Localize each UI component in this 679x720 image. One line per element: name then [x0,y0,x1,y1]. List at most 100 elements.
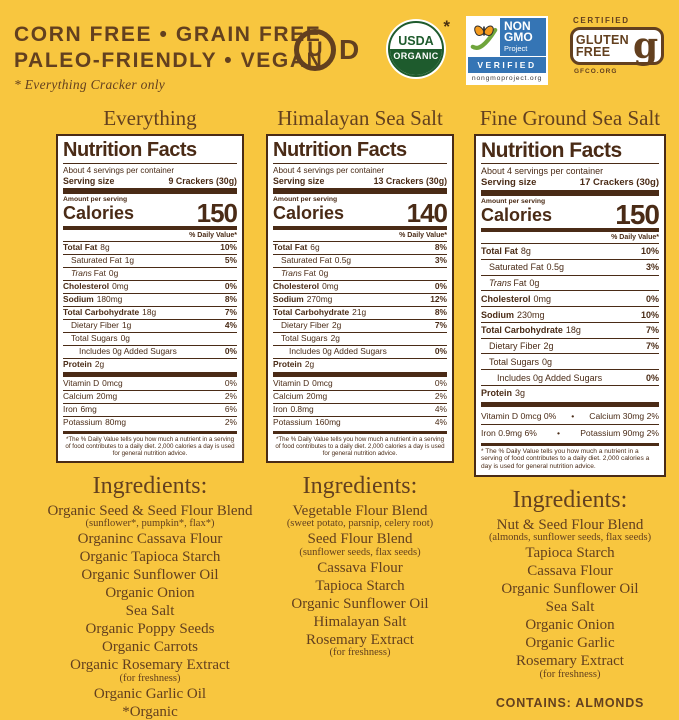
divider-thick [273,371,447,377]
nutrition-facts-panel: Nutrition Facts About 4 servings per con… [56,134,244,463]
non-label: NON [504,19,531,33]
amount-per-serving-label: Amount per serving [481,198,546,205]
ingredients-list: Vegetable Flour Blend (sweet potato, par… [254,503,466,659]
ingredient-item: Organic Onion [105,585,195,602]
nutrition-row: Total Sugars 0g [481,353,659,369]
divider-medium [63,226,237,230]
divider-thick [63,371,237,377]
nutrition-facts-panel: Nutrition Facts About 4 servings per con… [474,134,666,477]
vitamin-row: Potassium 80mg 2% [63,415,237,427]
ingredient-item: Vegetable Flour Blend (sweet potato, par… [286,502,434,530]
kosher-u-icon: U [294,29,336,71]
gluten-free-box: GLUTEN FREE g [570,27,664,65]
calories-label: Calories [273,203,345,223]
nutrition-row: Includes 0g Added Sugars 0% [273,344,447,358]
kosher-ou-d-badge: U D [294,29,359,71]
nutrition-row: Protein 3g [481,385,659,401]
vitamin-rows: Vitamin D 0mcg 0% Calcium 20mg 2% Iron 6mg … [63,378,237,429]
nutrient-rows: Total Fat 8g 10% Saturated Fat 0.5g 3% Tra… [481,244,659,401]
daily-value-header: % Daily Value* [273,230,447,242]
vitamin-row: Calcium 20mg 2% [63,389,237,401]
certified-gluten-free-badge: CERTIFIED GLUTEN FREE g GFCO.ORG [570,16,664,75]
divider-thick [273,188,447,194]
nutrition-row: Total Fat 8g 10% [481,246,659,257]
servings-per-container: About 4 servings per container [481,166,604,176]
vitamin-row: Iron 6mg 6% [63,402,237,414]
gluten-free-wordmark: GLUTEN FREE [575,32,630,59]
usda-seal-icon: USDA ORGANIC [388,21,444,77]
daily-value-footnote: *The % Daily Value tells you how much a … [275,435,445,457]
ingredient-item: Organic Rosemary Extract (for freshness) [70,657,230,684]
serving-size-row: Serving size 9 Crackers (30g) [63,176,237,186]
nutrition-row: Cholesterol 0mg 0% [273,279,447,292]
verified-banner: VERIFIED [468,57,546,73]
nutrition-row: Sodium 270mg 12% [273,292,447,305]
nutrition-row: Sodium 180mg 8% [63,292,237,305]
calories-value: 140 [406,198,448,228]
claim-line-2: PALEO-FRIENDLY • VEGAN [14,49,324,72]
calories-value: 150 [615,199,660,230]
nutrition-row: Total Carbohydrate 18g 7% [63,305,237,318]
serving-size-value: 13 Crackers (30g) [373,176,447,186]
divider-medium [273,226,447,230]
serving-size-label: Serving size [63,176,115,186]
nutrient-rows: Total Fat 6g 8% Saturated Fat 0.5g 3% Tran… [273,242,447,371]
nutrient-rows: Total Fat 8g 10% Saturated Fat 1g 5% Trans… [63,242,237,371]
calories-row: Calories 150 [481,199,660,230]
ingredients-list: Nut & Seed Flour Blend (almonds, sunflow… [464,517,676,681]
non-gmo-project-verified-badge: NON GMO Project VERIFIED nongmoproject.o… [466,16,548,85]
serving-size-label: Serving size [273,176,325,186]
free-label: FREE [575,45,611,59]
nutrition-row: Total Carbohydrate 18g 7% [481,321,659,338]
nutrition-row: Cholesterol 0mg 0% [63,279,237,292]
nutrition-row: Protein 2g [273,357,447,371]
nutrition-facts-heading: Nutrition Facts [63,140,237,164]
calories-row: Calories 150 [63,198,238,228]
gmo-label: GMO [504,30,533,44]
ingredient-item: Rosemary Extract (for freshness) [306,631,414,659]
certified-label: CERTIFIED [573,16,630,25]
divider-medium [481,228,659,232]
amount-per-serving-label: Amount per serving [273,196,338,203]
calories-label: Calories [63,203,135,223]
ingredient-item: Organic Garlic Oil [93,685,207,702]
nutrition-row: Total Fat 6g 8% [273,242,447,253]
nutrition-row: Dietary Fiber 2g 7% [273,318,447,332]
ingredient-item: Himalayan Salt [313,613,407,630]
non-gmo-wordmark: NON GMO Project [500,18,546,56]
column-himalayan-sea-salt: Himalayan Sea Salt Nutrition Facts About… [254,106,466,659]
divider-thick [63,188,237,194]
vitamin-row: Iron 0.9mg 6% • Potassium 90mg 2% [481,423,659,441]
servings-per-container: About 4 servings per container [273,166,385,175]
product-info-image: { "colors":{ "background":"#F8C63F","bro… [14,16,676,720]
ingredient-item: *Organic [122,703,178,720]
vitamin-row: Potassium 160mg 4% [273,415,447,427]
vitamin-rows: Vitamin D 0mcg 0% Calcium 20mg 2% Iron 0.8m… [273,378,447,429]
serving-size-label: Serving size [481,177,537,188]
vitamin-rows: Vitamin D 0mcg 0% • Calcium 30mg 2% Iron 0… [481,408,659,441]
usda-organic-badge: * USDA ORGANIC [388,17,450,77]
calories-value: 150 [196,198,238,228]
divider-footnote [63,430,237,434]
ingredient-item: Organic Sunflower Oil [81,567,219,584]
project-label: Project [504,44,528,53]
usda-asterisk: * [443,17,450,36]
nutrition-row: Trans Fat 0g [273,266,447,280]
ingredient-item: Rosemary Extract (for freshness) [516,653,624,680]
ingredients-title: Ingredients: [512,486,628,513]
nutrition-facts-panel: Nutrition Facts About 4 servings per con… [266,134,454,463]
nutrition-row: Protein 2g [63,357,237,371]
usda-label: USDA [398,34,434,48]
daily-value-header: % Daily Value* [481,232,659,244]
gluten-label: GLUTEN [575,32,630,47]
flavor-title: Everything [103,106,197,130]
serving-size-value: 17 Crackers (30g) [579,177,659,188]
ingredient-item: Organic Sunflower Oil [291,595,429,612]
nutrition-facts-heading: Nutrition Facts [273,140,447,164]
ingredient-item: Organic Sunflower Oil [501,581,639,598]
ingredient-item: Seed Flour Blend (sunflower seeds, flax … [299,531,421,558]
ingredient-item: Cassava Flour [527,563,613,580]
vitamin-row: Vitamin D 0mcg 0% • Calcium 30mg 2% [481,410,659,421]
servings-per-container: About 4 servings per container [63,166,175,175]
nutrition-row: Cholesterol 0mg 0% [481,290,659,306]
